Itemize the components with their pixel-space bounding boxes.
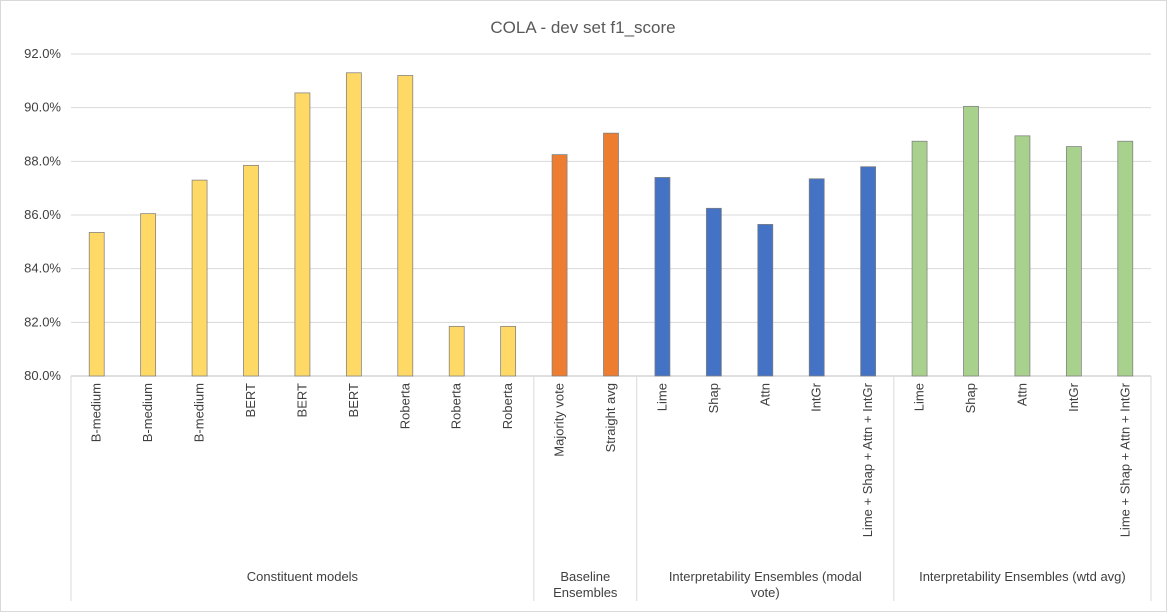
- x-tick-label: Lime + Shap + Attn + IntGr: [860, 382, 875, 537]
- y-tick-label: 86.0%: [24, 207, 61, 222]
- x-tick-label: Roberta: [449, 382, 464, 429]
- bar: [448, 325, 465, 377]
- x-tick-label: Shap: [706, 383, 721, 413]
- x-tick-label: BERT: [243, 383, 258, 417]
- bar: [603, 132, 619, 377]
- chart-title: COLA - dev set f1_score: [490, 18, 675, 37]
- bar: [705, 207, 722, 377]
- x-tick-label: Lime: [654, 383, 669, 411]
- y-axis-ticks: 80.0% 82.0% 84.0% 86.0% 88.0% 90.0% 92.0%: [24, 46, 61, 383]
- x-tick-label: BERT: [294, 383, 309, 417]
- x-tick-label: Straight avg: [603, 383, 618, 452]
- bar: [1014, 135, 1031, 377]
- x-tick-label: Attn: [1014, 383, 1029, 406]
- group-label: Constituent models: [247, 569, 359, 584]
- x-tick-label: Roberta: [500, 382, 515, 429]
- y-tick-label: 80.0%: [24, 368, 61, 383]
- bar: [860, 166, 877, 377]
- group-label: Baseline Ensembles: [553, 569, 618, 600]
- bar: [911, 140, 928, 377]
- x-tick-label: B-medium: [192, 383, 207, 442]
- group-label: Interpretability Ensembles (modal vote): [669, 569, 862, 600]
- bar: [1117, 140, 1134, 377]
- x-tick-label: Roberta: [397, 382, 412, 429]
- y-tick-label: 88.0%: [24, 153, 61, 168]
- x-tick-label: Lime: [912, 383, 927, 411]
- bar: [397, 75, 414, 377]
- x-tick-label: Shap: [963, 383, 978, 413]
- y-tick-label: 90.0%: [24, 100, 61, 115]
- bar: [88, 232, 105, 377]
- bar: [500, 325, 517, 377]
- bar: [140, 213, 157, 377]
- x-tick-label: Majority vote: [552, 383, 567, 457]
- bar: [963, 105, 979, 377]
- group-label: Interpretability Ensembles (wtd avg): [919, 569, 1126, 584]
- y-tick-label: 82.0%: [24, 314, 61, 329]
- x-tick-label: IntGr: [809, 382, 824, 412]
- group-labels: Constituent models Baseline Ensembles Inter…: [70, 376, 1152, 601]
- bar: [808, 178, 825, 377]
- y-tick-label: 92.0%: [24, 46, 61, 61]
- bar: [345, 72, 362, 377]
- x-tick-label: Lime + Shap + Attn + IntGr: [1117, 382, 1132, 537]
- bar: [191, 179, 208, 377]
- y-tick-label: 84.0%: [24, 261, 61, 276]
- bars: [88, 72, 1134, 377]
- x-axis-labels: B-medium B-medium B-medium BERT BERT BERT Robe…: [89, 382, 1133, 537]
- bar: [551, 154, 568, 377]
- x-tick-label: Attn: [757, 383, 772, 406]
- x-tick-label: B-medium: [140, 383, 155, 442]
- bar: [654, 177, 671, 377]
- bar: [294, 92, 311, 377]
- x-tick-label: IntGr: [1066, 382, 1081, 412]
- bar: [1065, 146, 1082, 377]
- x-tick-label: B-medium: [89, 383, 104, 442]
- x-tick-label: BERT: [346, 383, 361, 417]
- bar: [757, 224, 774, 377]
- bar: [243, 164, 259, 377]
